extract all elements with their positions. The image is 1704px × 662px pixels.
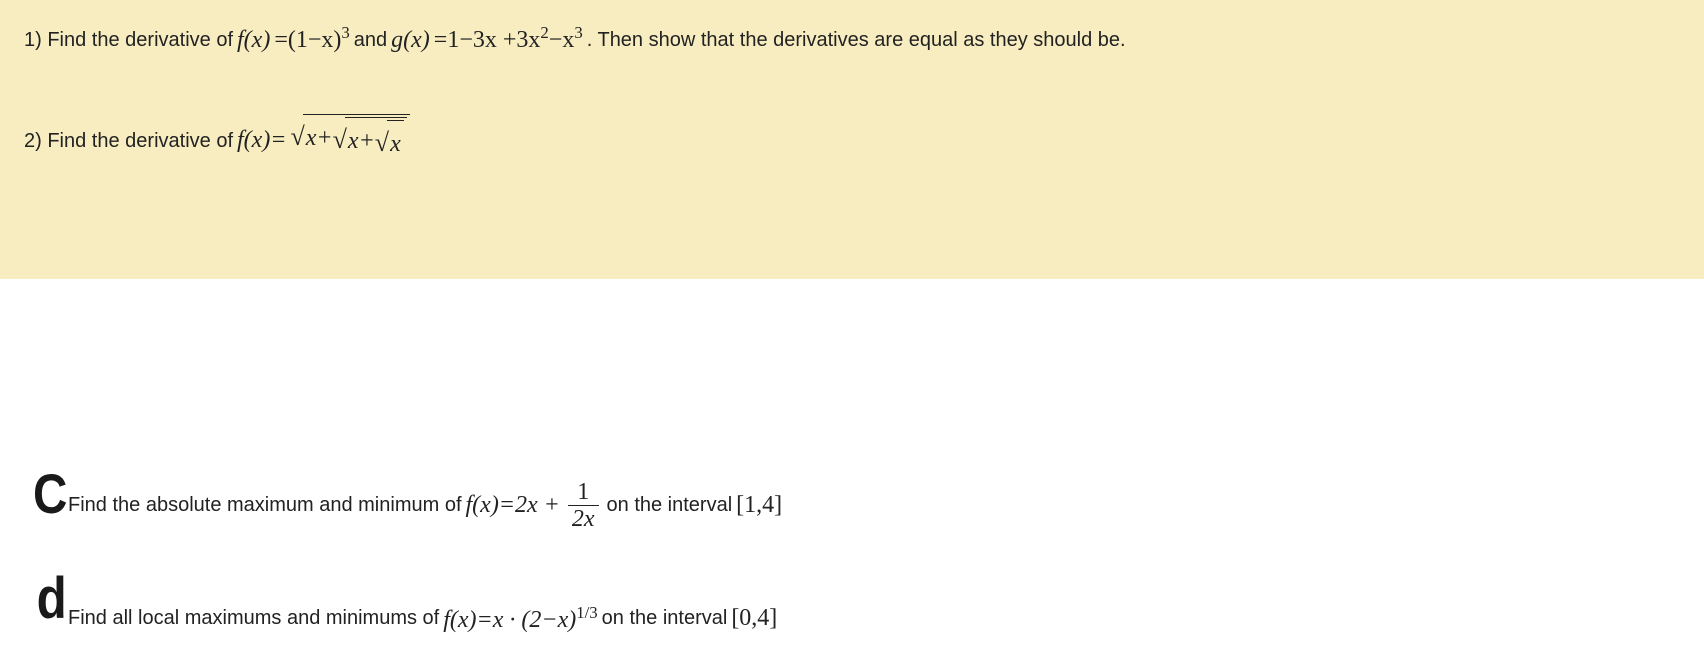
sqrt-level-3: √ x: [375, 120, 404, 167]
problem-1-prefix: 1) Find the derivative of: [24, 22, 233, 58]
problem-1-g-rhs: =1−3x +3x2−x3: [434, 18, 583, 62]
handwritten-marker-c: C: [33, 461, 67, 526]
problem-d: d Find all local maximums and minimums o…: [24, 603, 1680, 634]
problem-c: C Find the absolute maximum and minimum …: [24, 479, 1680, 533]
sqrt-level-2: √ x+ √ x: [333, 117, 407, 167]
problem-d-prefix: Find all local maximums and minimums of: [68, 607, 439, 630]
problem-1-f-lhs: f(x): [237, 19, 270, 62]
problem-c-mid: on the interval: [607, 494, 733, 517]
problem-1: 1) Find the derivative of f(x) =(1−x)3 a…: [24, 18, 1680, 62]
problem-2: 2) Find the derivative of f(x)= √ x+ √ x…: [24, 114, 1680, 167]
problem-1-g-exp1: 2: [540, 23, 548, 42]
problem-c-fraction: 1 2x: [568, 479, 599, 533]
problem-1-g-exp2: 3: [574, 23, 582, 42]
problem-c-f-lhs: f(x)=2x +: [466, 492, 560, 519]
fraction-denominator: 2x: [568, 506, 599, 532]
handwritten-marker-d: d: [37, 565, 67, 632]
fraction-numerator: 1: [568, 479, 599, 506]
problem-d-exp: 1/3: [576, 603, 597, 622]
problem-d-f: f(x)=x · (2−x)1/3: [443, 603, 597, 634]
sqrt-x2: x+: [348, 120, 375, 163]
problem-1-g-minus: −x: [549, 27, 575, 53]
sqrt-x3: x: [390, 123, 401, 166]
sqrt-body-2: x+ √ x: [345, 117, 407, 167]
problem-2-f-lhs: f(x)=: [237, 119, 287, 162]
problem-1-and: and: [354, 22, 387, 58]
problem-d-mid: on the interval: [602, 607, 728, 630]
sqrt-body-3: x: [387, 120, 404, 166]
problem-c-prefix: Find the absolute maximum and minimum of: [68, 494, 462, 517]
problem-1-f-body: =(1−x): [274, 27, 341, 53]
problem-1-f-rhs: =(1−x)3: [274, 18, 349, 62]
problem-1-g-body1: =1−3x +3x: [434, 27, 541, 53]
problem-d-f-body: f(x)=x · (2−x): [443, 607, 576, 633]
problem-1-suffix: . Then show that the derivatives are equ…: [587, 22, 1126, 58]
problem-d-interval: [0,4]: [731, 605, 777, 632]
sqrt-level-1: √ x+ √ x+ √ x: [291, 114, 410, 167]
problem-1-f-exp: 3: [341, 23, 349, 42]
problem-2-prefix: 2) Find the derivative of: [24, 123, 233, 159]
lower-problems-area: C Find the absolute maximum and minimum …: [0, 279, 1704, 654]
sqrt-x1: x+: [306, 117, 333, 160]
problem-1-g-lhs: g(x): [391, 19, 430, 62]
highlighted-problems-panel: 1) Find the derivative of f(x) =(1−x)3 a…: [0, 0, 1704, 279]
problem-c-interval: [1,4]: [736, 492, 782, 519]
sqrt-body-1: x+ √ x+ √ x: [303, 114, 410, 167]
